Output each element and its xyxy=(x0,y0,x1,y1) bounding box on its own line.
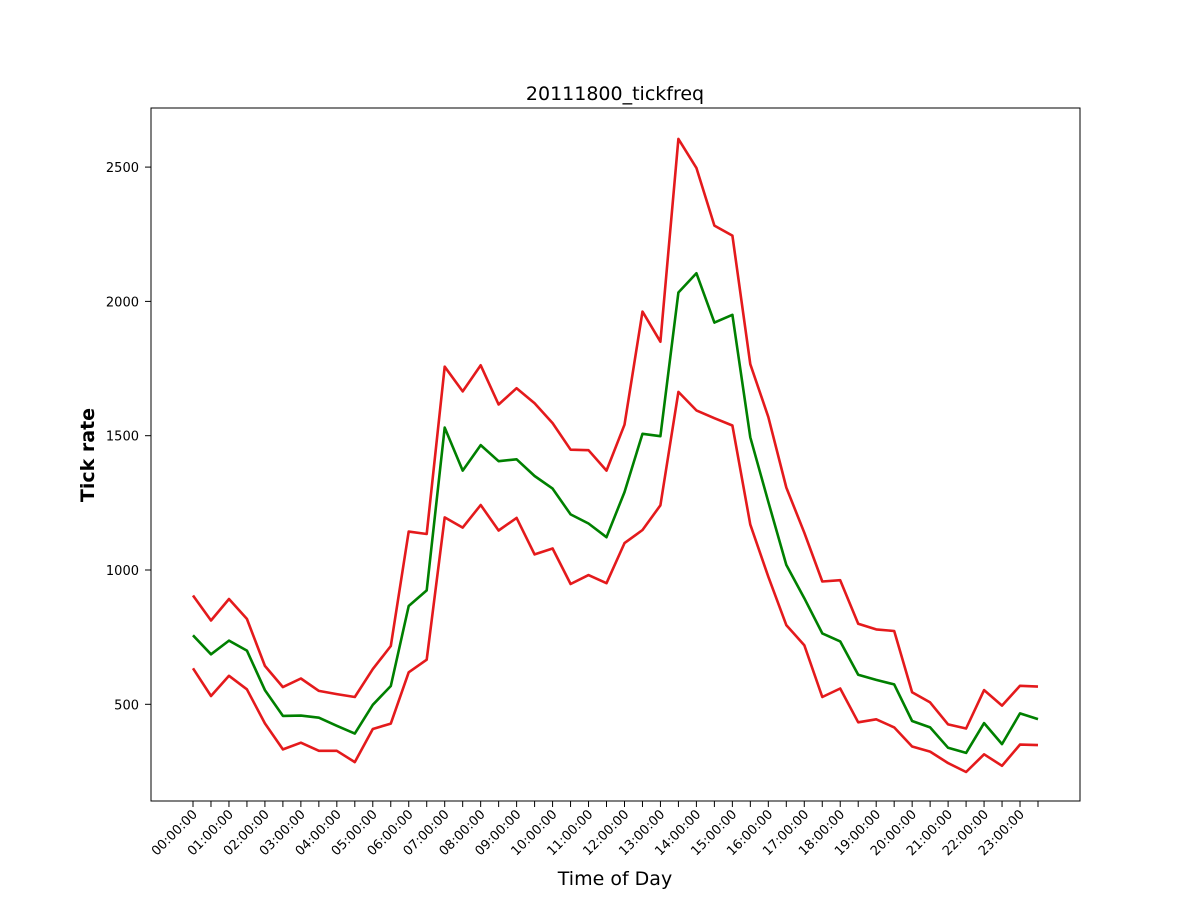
y-tick-label: 500 xyxy=(114,698,139,713)
y-axis: 500 1000 1500 2000 2500 xyxy=(106,161,151,713)
x-axis: 00:00:0001:00:0002:00:0003:00:0004:00:00… xyxy=(149,801,1039,859)
y-axis-label: Tick rate xyxy=(77,408,99,502)
series-line-1 xyxy=(191,137,1039,730)
x-axis-label: Time of Day xyxy=(557,868,672,890)
y-tick-label: 1500 xyxy=(106,430,139,445)
chart-title: 20111800_tickfreq xyxy=(526,83,704,105)
series-layer xyxy=(191,137,1039,774)
y-tick-label: 2500 xyxy=(106,161,139,176)
series-line-3 xyxy=(191,390,1039,774)
series-line-2 xyxy=(192,271,1039,755)
y-tick-label: 1000 xyxy=(106,564,139,579)
plot-frame xyxy=(150,107,1081,802)
y-tick-label: 2000 xyxy=(106,295,139,310)
